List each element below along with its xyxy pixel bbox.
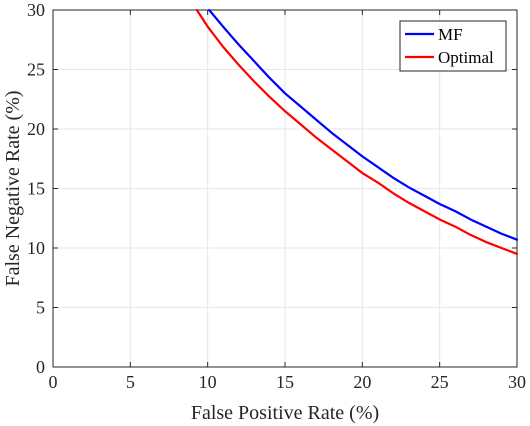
legend-label-optimal: Optimal	[438, 48, 494, 67]
y-tick-label: 5	[36, 298, 45, 318]
y-axis-label: False Negative Rate (%)	[2, 90, 24, 286]
y-tick-label: 10	[27, 238, 45, 258]
x-tick-label: 20	[353, 372, 371, 392]
x-tick-label: 5	[126, 372, 135, 392]
legend-box	[399, 20, 507, 72]
legend: MF Optimal	[399, 20, 507, 72]
x-tick-label: 0	[49, 372, 58, 392]
series-line-optimal	[195, 8, 519, 256]
y-tick-label: 20	[27, 119, 45, 139]
series-line-mf	[208, 8, 519, 241]
y-tick-label: 25	[27, 60, 45, 80]
y-tick-label: 15	[27, 179, 45, 199]
x-tick-label: 30	[508, 372, 526, 392]
y-tick-label: 30	[27, 0, 45, 20]
axes: 0 5 10 15 20 25 30 0 5 10 15 20 25 30	[27, 0, 526, 392]
x-tick-label: 10	[199, 372, 217, 392]
x-tick-label: 15	[276, 372, 294, 392]
legend-label-mf: MF	[438, 25, 463, 44]
series-lines	[195, 8, 519, 256]
x-axis-label: False Positive Rate (%)	[191, 402, 379, 424]
y-tick-label: 0	[36, 357, 45, 377]
x-tick-label: 25	[431, 372, 449, 392]
